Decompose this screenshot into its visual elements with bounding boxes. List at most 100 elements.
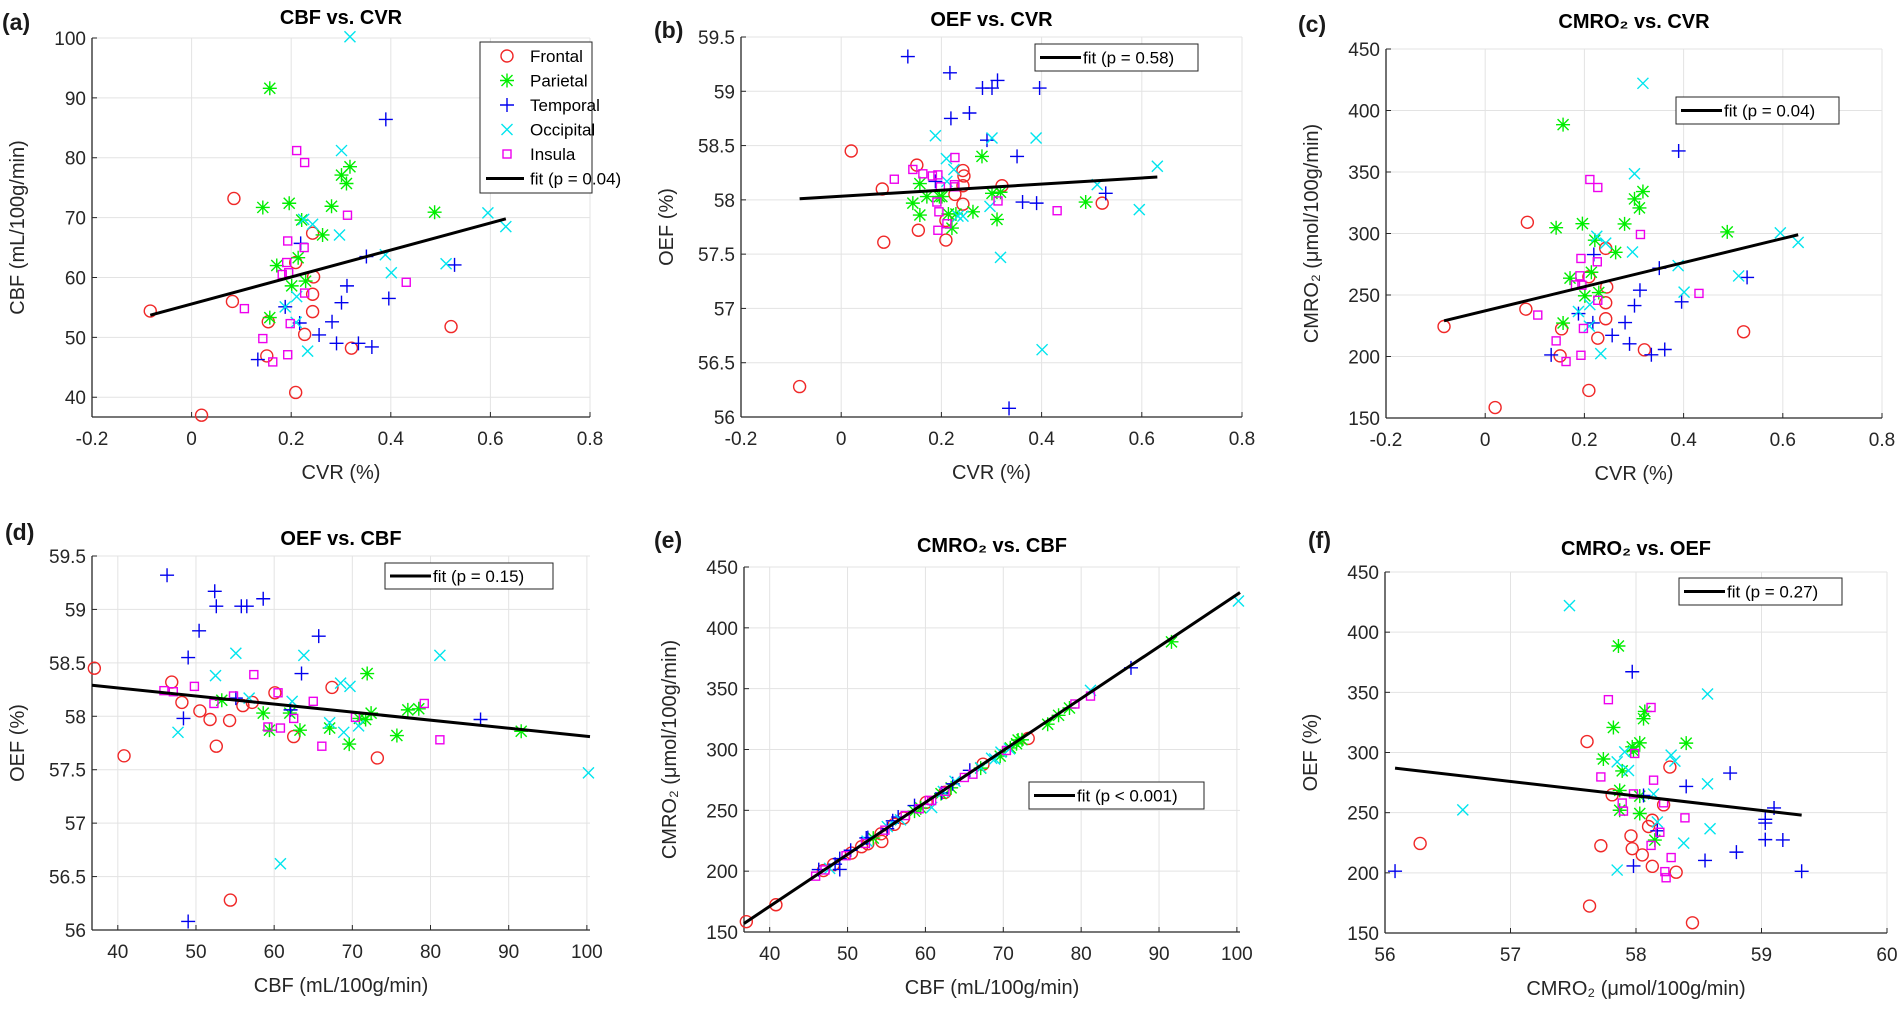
data-point-occipital [1456, 803, 1469, 816]
y-tick-label: 80 [65, 149, 86, 170]
data-point-temporal [1632, 283, 1647, 298]
y-tick-label: 58 [65, 707, 86, 728]
panel-c: -0.2 0 0.2 0.4 0.6 0.8 150 200 250 300 350 400 450 (c… [1298, 11, 1895, 485]
data-point-occipital [1618, 745, 1631, 758]
data-point-frontal [268, 686, 282, 700]
data-point-occipital [951, 210, 964, 223]
data-point-temporal [364, 339, 379, 354]
legend-label: fit (p = 0.04) [1724, 102, 1815, 121]
data-point-frontal [305, 226, 320, 240]
data-point-parietal [912, 208, 927, 223]
data-point-frontal [203, 712, 217, 727]
data-point-insula [927, 171, 938, 181]
data-point-occipital [433, 649, 446, 662]
data-point-occipital [1701, 688, 1714, 701]
series-insula [239, 145, 411, 367]
y-axis-label: OEF (%) [7, 704, 29, 782]
y-tick-label: 450 [1347, 563, 1379, 584]
data-point-temporal [250, 352, 265, 367]
x-tick-label: 0.4 [1670, 430, 1697, 451]
x-tick-label: 50 [837, 944, 858, 965]
legend: fit (p = 0.27) [1678, 577, 1843, 606]
fit-line [799, 175, 1158, 201]
data-point-parietal [1596, 751, 1611, 766]
legend: fit (p = 0.58) [1034, 43, 1199, 72]
data-point-parietal [1647, 833, 1662, 848]
data-point-parietal [322, 721, 337, 736]
y-tick-label: 150 [1348, 409, 1380, 430]
x-tick-label: 58 [1625, 945, 1646, 966]
data-point-insula [950, 152, 960, 163]
panel-label: (a) [2, 9, 30, 35]
data-point-insula [239, 303, 250, 314]
data-point-frontal [1591, 331, 1605, 345]
data-point-parietal [913, 800, 928, 815]
y-tick-label: 57 [65, 814, 86, 835]
x-axis-label: CMRO₂ (μmol/100g/min) [1526, 978, 1745, 1000]
data-point-insula [299, 242, 309, 253]
x-tick-label: 0.8 [577, 429, 603, 450]
data-point-frontal [1582, 899, 1597, 913]
data-point-insula [810, 871, 821, 881]
data-point-frontal [1625, 841, 1639, 856]
data-point-occipital [290, 316, 303, 329]
data-point-frontal [1582, 383, 1596, 398]
x-tick-label: -0.2 [1370, 430, 1403, 451]
legend-marker-temporal [500, 98, 514, 112]
series-parietal [1549, 117, 1735, 331]
series-frontal [1437, 215, 1751, 415]
data-point-frontal [260, 349, 274, 363]
data-point-parietal [262, 723, 277, 738]
data-point-frontal [1413, 836, 1427, 851]
data-point-occipital [1594, 347, 1607, 360]
y-tick-label: 58 [714, 191, 735, 212]
data-point-parietal [1632, 735, 1647, 750]
data-point-temporal [942, 65, 957, 80]
y-axis-label: CMRO₂ (μmol/100g/min) [659, 640, 681, 859]
data-point-parietal [1637, 704, 1652, 719]
data-point-occipital [1732, 269, 1745, 282]
data-point-occipital [947, 163, 960, 176]
x-tick-label: 80 [1071, 944, 1092, 965]
data-point-parietal [1577, 288, 1592, 303]
data-point-insula [268, 357, 278, 367]
legend-box [479, 41, 593, 194]
data-point-temporal [1627, 298, 1642, 313]
data-point-parietal [1606, 720, 1621, 735]
data-point-temporal [832, 862, 847, 877]
data-point-parietal [1625, 739, 1640, 754]
y-tick-label: 250 [1347, 804, 1379, 825]
y-axis-label: CBF (mL/100g/min) [7, 140, 29, 315]
data-point-parietal [262, 81, 277, 96]
data-point-parietal [1587, 233, 1602, 248]
data-point-insula [841, 851, 851, 861]
data-point-temporal [1679, 779, 1694, 794]
data-point-parietal [284, 278, 299, 293]
data-point-occipital [352, 719, 365, 732]
data-point-occipital [1665, 749, 1678, 762]
data-point-parietal [944, 221, 959, 236]
data-point-parietal [1627, 191, 1642, 206]
data-point-parietal [1009, 736, 1024, 751]
data-point-insula [993, 196, 1003, 206]
series-occipital [1456, 599, 1717, 877]
data-point-parietal [1615, 763, 1630, 778]
data-point-frontal [1599, 296, 1613, 310]
data-point-temporal [329, 336, 344, 351]
data-point-parietal [360, 666, 375, 681]
data-point-insula [1551, 336, 1561, 346]
data-point-frontal [175, 695, 189, 710]
data-point-insula [1576, 253, 1586, 264]
legend: fit (p = 0.15) [384, 562, 554, 590]
data-point-temporal [1622, 336, 1637, 351]
data-point-temporal [312, 327, 327, 342]
series-temporal [160, 568, 488, 929]
data-point-temporal [1723, 766, 1738, 781]
data-point-frontal [844, 144, 858, 158]
y-tick-label: 57 [714, 299, 735, 320]
y-tick-label: 400 [706, 619, 738, 640]
x-tick-label: 90 [1148, 944, 1169, 965]
chart-title: CMRO₂ vs. CBF [917, 535, 1067, 557]
data-point-occipital [1583, 320, 1596, 333]
